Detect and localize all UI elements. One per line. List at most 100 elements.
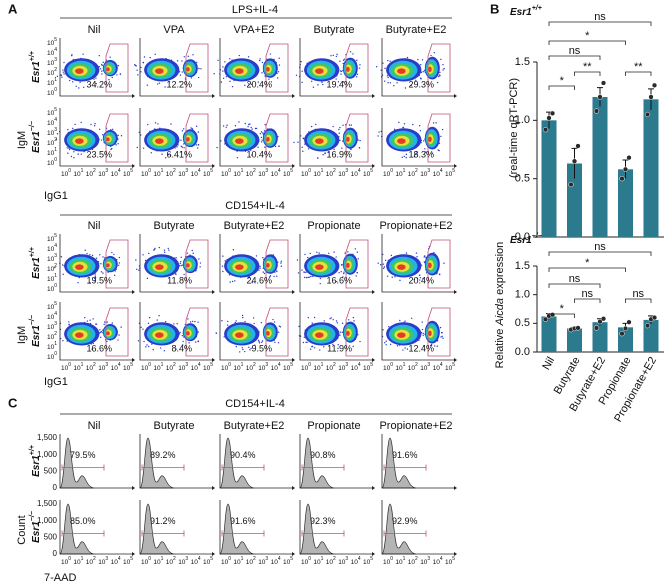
- y-tick-label: 100: [47, 283, 57, 292]
- scatter-dot: [181, 60, 183, 62]
- tick-exponent: 5: [290, 168, 293, 174]
- y-tick-label: 101: [47, 77, 57, 86]
- scatter-dot: [297, 141, 299, 143]
- tick-exponent: 5: [370, 556, 373, 562]
- axis-arrow: [132, 290, 135, 294]
- axis-arrow: [292, 94, 295, 98]
- tick-base: 10: [271, 171, 279, 178]
- tick-exponent: 1: [403, 362, 406, 368]
- x-tick-label: 105: [445, 556, 455, 565]
- scatter-dot: [158, 246, 161, 249]
- scatter-dot: [308, 276, 310, 278]
- scatter-dot: [86, 253, 88, 255]
- scatter-dot: [391, 276, 393, 278]
- tick-base: 10: [221, 365, 229, 372]
- axis-arrow: [372, 552, 375, 556]
- gate: [427, 307, 451, 357]
- scatter-dot: [259, 265, 261, 268]
- scatter-dot: [169, 155, 172, 157]
- x-tick-label: 105: [123, 556, 133, 565]
- scatter-dot: [401, 156, 403, 159]
- replicate-point: [648, 94, 654, 100]
- axis-arrow: [132, 94, 135, 98]
- scatter-dot: [68, 148, 71, 151]
- tick-base: 10: [301, 365, 309, 372]
- tick-exponent: 1: [81, 556, 84, 562]
- tick-exponent: 3: [54, 321, 57, 327]
- scatter-dot: [355, 76, 358, 78]
- scatter-dot: [180, 150, 182, 153]
- x-tick-label: 101: [153, 362, 163, 371]
- scatter-dot: [135, 259, 137, 261]
- scatter-dot: [440, 336, 442, 338]
- tick-exponent: 0: [308, 168, 311, 174]
- tick-exponent: 5: [370, 362, 373, 368]
- tick-exponent: 4: [198, 556, 201, 562]
- tick-base: 10: [141, 171, 149, 178]
- tick-exponent: 2: [54, 331, 57, 337]
- tick-exponent: 1: [161, 362, 164, 368]
- gate-percent: 19.4%: [326, 79, 352, 89]
- scatter-dot: [384, 342, 386, 344]
- scatter-dot: [153, 249, 155, 251]
- tick-base: 10: [47, 140, 55, 147]
- gate: [265, 113, 289, 163]
- tick-exponent: 3: [345, 556, 348, 562]
- scatter-dot: [106, 340, 108, 343]
- tick-base: 10: [203, 365, 211, 372]
- y-tick-label: 0: [53, 483, 58, 492]
- scatter-dot: [333, 251, 335, 253]
- x-tick-label: 100: [61, 556, 71, 565]
- x-tick-label: 104: [111, 556, 121, 565]
- scatter-dot: [195, 144, 198, 146]
- tick-exponent: 1: [161, 556, 164, 562]
- scatter-dot: [424, 148, 426, 150]
- x-tick-label: 100: [221, 362, 231, 371]
- tick-base: 10: [283, 171, 291, 178]
- group-title: CD154+IL-4: [225, 200, 285, 212]
- tick-base: 10: [246, 171, 254, 178]
- tick-exponent: 3: [185, 556, 188, 562]
- scatter-dot: [147, 322, 150, 325]
- scatter-dot: [118, 262, 121, 264]
- tick-base: 10: [313, 171, 321, 178]
- tick-exponent: 3: [345, 362, 348, 368]
- scatter-dot: [170, 123, 172, 125]
- column-header: Butyrate+E2: [224, 420, 285, 432]
- y-tick-label: 1.0: [515, 114, 530, 126]
- replicate-point: [651, 314, 658, 321]
- panel-label: B: [490, 1, 499, 16]
- scatter-dot: [264, 123, 266, 126]
- gate: [265, 307, 289, 357]
- scatter-dot: [377, 135, 379, 137]
- scatter-dot: [307, 276, 309, 279]
- gate: [301, 530, 345, 537]
- scatter-dot: [254, 127, 257, 130]
- gene-name: Esr1: [31, 131, 42, 153]
- scatter-dot: [198, 258, 200, 260]
- axis-arrow: [212, 358, 215, 362]
- density-contour: [346, 262, 350, 268]
- scatter-dot: [335, 320, 338, 322]
- panel-label: A: [8, 1, 18, 16]
- column-header: Butyrate: [154, 420, 195, 432]
- scatter-dot: [422, 334, 424, 336]
- column-header: Nil: [88, 220, 101, 232]
- tick-base: 10: [123, 559, 131, 566]
- scatter-dot: [328, 252, 330, 255]
- scatter-dot: [339, 70, 342, 72]
- gene-name: Esr1: [31, 257, 42, 279]
- gene-name: Esr1: [31, 61, 42, 83]
- x-tick-label: 102: [408, 556, 418, 565]
- scatter-dot: [440, 135, 442, 138]
- x-tick-label: 105: [123, 168, 133, 177]
- scatter-dot: [439, 273, 441, 276]
- scatter-dot: [142, 61, 144, 64]
- scatter-dot: [318, 252, 320, 254]
- plot-axis: [299, 108, 372, 167]
- scatter-dot: [100, 271, 103, 273]
- x-tick-label: 100: [141, 362, 151, 371]
- gate-percent: 91.6%: [230, 516, 256, 526]
- y-tick-label: 103: [47, 127, 57, 136]
- gate-percent: 85.0%: [70, 516, 96, 526]
